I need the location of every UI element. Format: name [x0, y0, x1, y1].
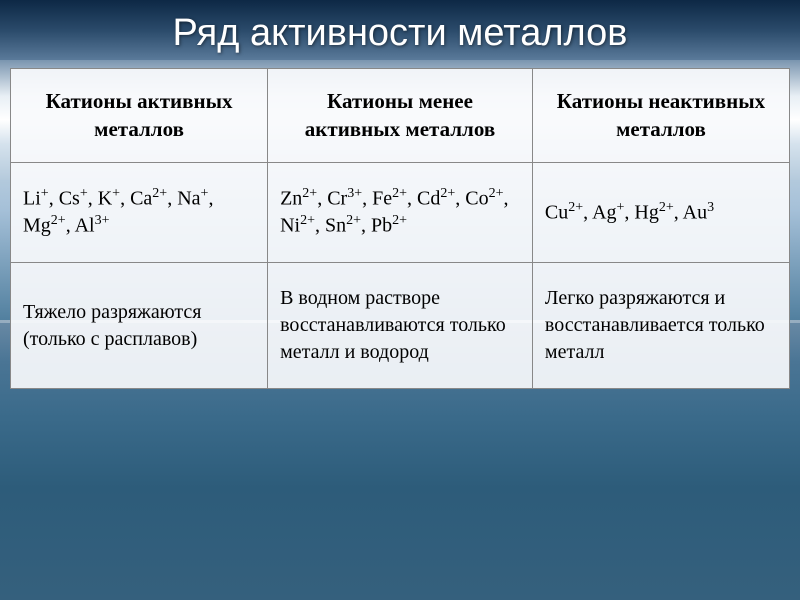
- desc-active: Тяжело разряжаются (только с расплавов): [11, 263, 268, 389]
- activity-table: Катионы активных металлов Катионы менее …: [10, 68, 790, 389]
- desc-less-active: В водном растворе восстанавливаются толь…: [268, 263, 533, 389]
- desc-inactive: Легко разряжаются и восстанавливается то…: [532, 263, 789, 389]
- header-less-active-cations: Катионы менее активных металлов: [268, 69, 533, 163]
- slide-title: Ряд активности металлов: [0, 12, 800, 55]
- ions-less-active: Zn2+, Cr3+, Fe2+, Cd2+, Co2+, Ni2+, Sn2+…: [268, 162, 533, 262]
- ions-active: Li+, Cs+, K+, Ca2+, Na+, Mg2+, Al3+: [11, 162, 268, 262]
- ions-inactive: Cu2+, Ag+, Hg2+, Au3: [532, 162, 789, 262]
- header-active-cations: Катионы активных металлов: [11, 69, 268, 163]
- table-ions-row: Li+, Cs+, K+, Ca2+, Na+, Mg2+, Al3+ Zn2+…: [11, 162, 790, 262]
- table-description-row: Тяжело разряжаются (только с расплавов) …: [11, 263, 790, 389]
- activity-table-container: Катионы активных металлов Катионы менее …: [10, 68, 790, 389]
- header-inactive-cations: Катионы неактивных металлов: [532, 69, 789, 163]
- table-header-row: Катионы активных металлов Катионы менее …: [11, 69, 790, 163]
